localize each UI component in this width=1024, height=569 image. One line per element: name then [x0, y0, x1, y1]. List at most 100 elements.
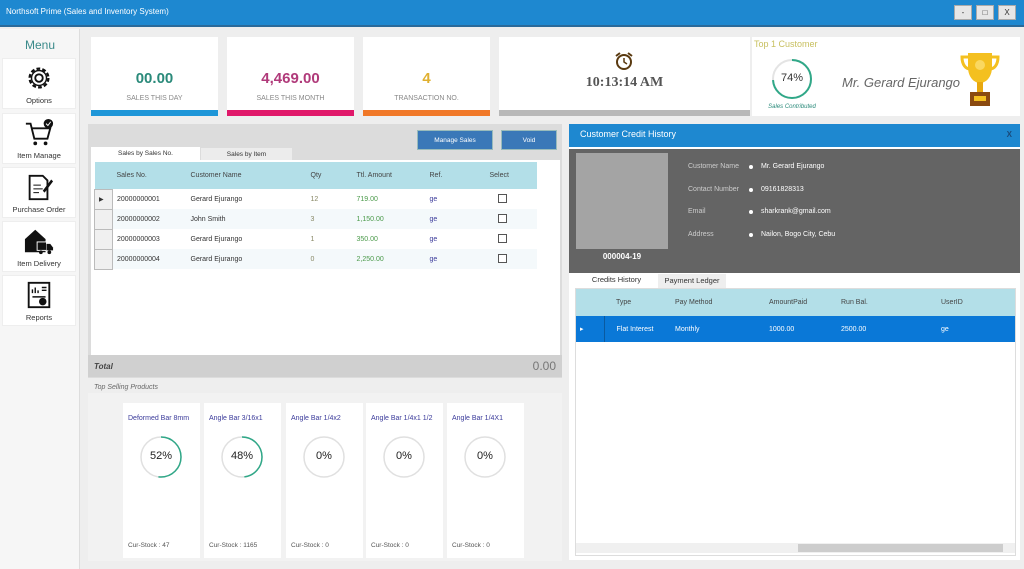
cell: 12: [310, 195, 319, 203]
select-checkbox[interactable]: [497, 253, 507, 263]
column-header[interactable]: Type: [604, 289, 671, 316]
top-customer-card: Top 1 Customer 74% Sales Contributed Mr.…: [752, 37, 1020, 116]
sales-panel: Manage Sales Void Sales by Sales No. Sal…: [88, 124, 562, 378]
tab-credits-history[interactable]: Credits History: [579, 273, 654, 287]
cell: John Smith: [190, 215, 226, 223]
horizontal-scrollbar[interactable]: [576, 543, 1015, 553]
table-row[interactable]: ▶ 20000000001 Gerard Ejurango 12 719.00 ge: [94, 188, 537, 210]
stat-card-sales-day: 00.00 SALES THIS DAY: [91, 37, 218, 116]
row-header[interactable]: [94, 248, 113, 270]
cell: ge: [429, 215, 438, 223]
table-row[interactable]: 20000000003 Gerard Ejurango 1 350.00 ge: [94, 228, 537, 250]
maximize-button[interactable]: □: [976, 5, 994, 20]
minimize-button[interactable]: -: [954, 5, 972, 20]
row-header[interactable]: [94, 228, 113, 250]
product-name: Angle Bar 3/16x1: [209, 415, 263, 422]
alarm-clock-icon: [615, 52, 633, 70]
total-label: Total: [94, 362, 113, 371]
scrollbar-thumb[interactable]: [798, 544, 1003, 552]
table-row[interactable]: 20000000004 Gerard Ejurango 0 2,250.00 ge: [94, 248, 537, 270]
select-checkbox[interactable]: [497, 213, 507, 223]
column-header[interactable]: Run Bal.: [837, 289, 937, 316]
cell: ge: [429, 235, 438, 243]
top-customer-title: Top 1 Customer: [754, 39, 818, 49]
credit-table: Type Pay Method AmountPaid Run Bal. User…: [576, 289, 1015, 342]
field-label: Address: [688, 230, 714, 238]
tab-sales-by-sales-no[interactable]: Sales by Sales No.: [91, 147, 200, 161]
product-stock: Cur-Stock : 0: [291, 542, 329, 549]
column-header[interactable]: AmountPaid: [757, 289, 837, 316]
cell: 20000000003: [117, 235, 160, 243]
product-name: Angle Bar 1/4x1 1/2: [371, 415, 433, 422]
row-header[interactable]: ▶: [94, 188, 113, 210]
cell: 20000000001: [117, 195, 160, 203]
stat-bar: [91, 110, 218, 116]
total-bar: Total 0.00: [88, 355, 562, 377]
cell: 20000000004: [117, 255, 160, 263]
row-header[interactable]: ▸: [576, 316, 605, 342]
product-card[interactable]: Angle Bar 1/4x2 0% Cur-Stock : 0: [286, 403, 363, 558]
table-row[interactable]: ▸ Flat Interest Monthly 1000.00 2500.00 ge: [576, 316, 1015, 342]
sidebar-item-label: Purchase Order: [12, 205, 66, 214]
manage-sales-button[interactable]: Manage Sales: [417, 130, 493, 150]
void-button[interactable]: Void: [501, 130, 557, 150]
column-header[interactable]: UserID: [937, 289, 1015, 316]
product-name: Angle Bar 1/4x2: [291, 415, 341, 422]
field-label: Email: [688, 208, 706, 215]
product-card[interactable]: Deformed Bar 8mm 52% Cur-Stock : 47: [123, 403, 200, 558]
sidebar-item-item-delivery[interactable]: Item Delivery: [2, 221, 76, 272]
column-header[interactable]: Sales No.: [112, 162, 187, 189]
product-stock: Cur-Stock : 47: [128, 542, 170, 549]
product-card[interactable]: Angle Bar 1/4X1 0% Cur-Stock : 0: [447, 403, 524, 558]
column-header[interactable]: Customer Name: [186, 162, 307, 189]
sidebar-item-reports[interactable]: Reports: [2, 275, 76, 326]
product-card[interactable]: Angle Bar 3/16x1 48% Cur-Stock : 1165: [204, 403, 281, 558]
field-value: Nailon, Bogo City, Cebu: [761, 230, 836, 238]
column-header[interactable]: Qty: [306, 162, 353, 189]
house-truck-icon: [24, 229, 54, 255]
product-progress-ring: [464, 436, 506, 478]
tab-payment-ledger[interactable]: Payment Ledger: [658, 274, 726, 288]
column-header[interactable]: Select: [485, 162, 537, 189]
credit-title: Customer Credit History: [580, 129, 677, 139]
credit-header: Customer Credit History X: [569, 124, 1020, 147]
cell: Monthly: [675, 325, 700, 333]
cart-icon: [25, 118, 54, 146]
select-checkbox[interactable]: [497, 233, 507, 243]
select-checkbox[interactable]: [497, 193, 507, 203]
stat-card-transactions: 4 TRANSACTION NO.: [363, 37, 490, 116]
total-value: 0.00: [532, 359, 556, 373]
sidebar-item-label: Item Delivery: [17, 259, 61, 268]
customer-id: 000004-19: [602, 252, 642, 261]
cell: 2,250.00: [356, 255, 384, 263]
credit-panel: Customer Credit History X 000004-19 Cust…: [569, 124, 1020, 560]
tab-sales-by-item[interactable]: Sales by Item: [201, 148, 292, 160]
product-name: Angle Bar 1/4X1: [452, 415, 503, 422]
bullet-icon: [749, 165, 753, 169]
close-button[interactable]: X: [998, 5, 1016, 20]
credit-close-button[interactable]: X: [1006, 130, 1012, 139]
field-value: sharkrank@gmail.com: [761, 208, 831, 215]
bullet-icon: [749, 210, 753, 214]
customer-info: 000004-19 Customer Name Mr. Gerard Ejuran…: [569, 149, 1020, 273]
cell: Gerard Ejurango: [190, 255, 243, 263]
product-stock: Cur-Stock : 1165: [209, 542, 258, 549]
menu-title: Menu: [24, 38, 56, 52]
column-header[interactable]: Ttl. Amount: [352, 162, 426, 189]
product-card[interactable]: Angle Bar 1/4x1 1/2 0% Cur-Stock : 0: [366, 403, 443, 558]
stat-label: SALES THIS MONTH: [256, 95, 325, 102]
clock-bar: [499, 110, 750, 116]
cell: 0: [310, 255, 315, 263]
sidebar-item-options[interactable]: Options: [2, 58, 76, 109]
window-title: Northsoft Prime (Sales and Inventory Sys…: [6, 7, 169, 16]
column-header[interactable]: Pay Method: [671, 289, 757, 316]
sidebar-item-purchase-order[interactable]: Purchase Order: [2, 167, 76, 218]
table-row[interactable]: 20000000002 John Smith 3 1,150.00 ge: [94, 208, 537, 230]
column-header[interactable]: Ref.: [425, 162, 486, 189]
stat-bar: [363, 110, 490, 116]
cell: 1000.00: [769, 325, 795, 333]
sales-table: Sales No. Customer Name Qty Ttl. Amount …: [94, 162, 537, 270]
row-header[interactable]: [94, 208, 113, 230]
top-customer-percent: 74%: [780, 72, 804, 84]
sidebar-item-item-manage[interactable]: Item Manage: [2, 113, 76, 164]
